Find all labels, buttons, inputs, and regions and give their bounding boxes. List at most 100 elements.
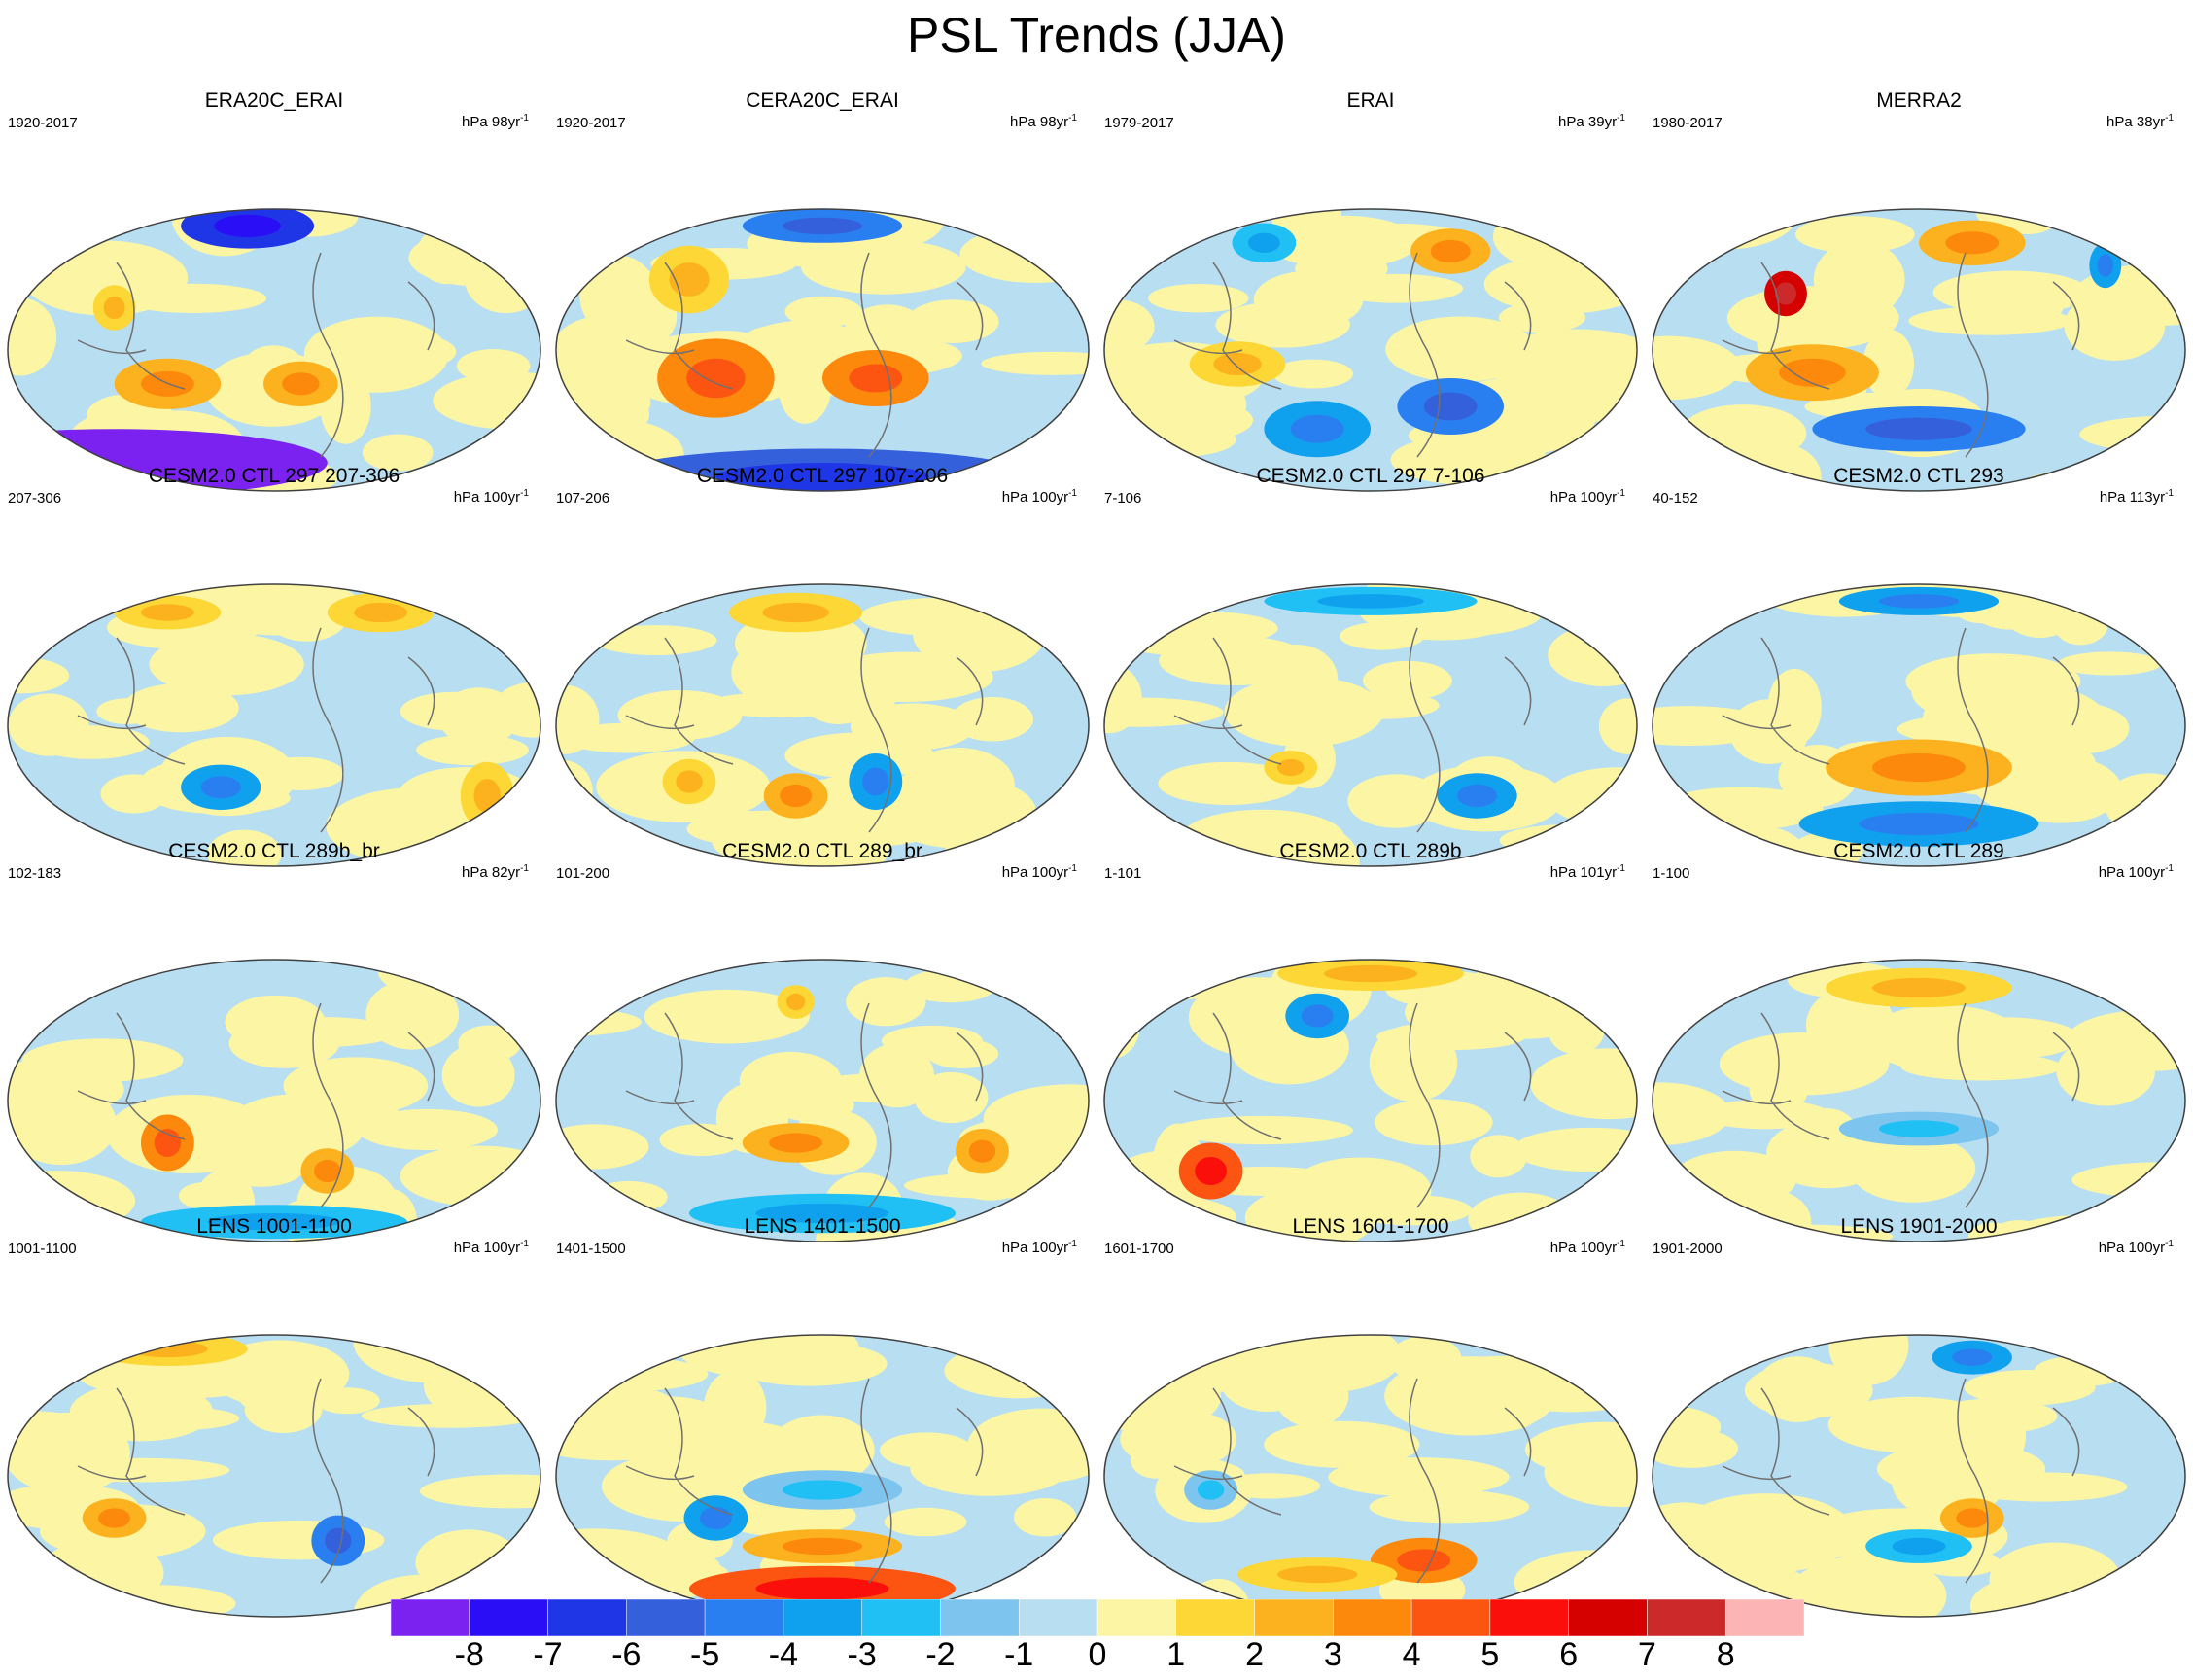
field-region xyxy=(862,767,889,796)
field-region xyxy=(1104,397,1254,444)
panel-units-exponent: -1 xyxy=(1617,488,1625,499)
panel-title: CERA20C_ERAI xyxy=(746,89,899,112)
field-region xyxy=(1653,1082,1731,1145)
field-region xyxy=(1301,1004,1334,1028)
coastline xyxy=(625,252,984,458)
coastline xyxy=(1173,627,1532,833)
panel-units-text: hPa 100yr xyxy=(2098,1240,2166,1256)
field-region xyxy=(768,1415,875,1485)
map-panel: CESM2.0 CTL 289 1-100 hPa 100yr-1 xyxy=(1645,838,2193,1246)
field-region xyxy=(556,684,600,754)
field-region xyxy=(468,584,540,615)
panel-years: 102-183 xyxy=(8,865,62,882)
map-panel: CESM2.0 CTL 289b_br 102-183 hPa 82yr-1 xyxy=(0,838,548,1246)
field-region xyxy=(400,691,509,731)
field-region xyxy=(579,255,658,337)
colorbar-tick-label: 2 xyxy=(1245,1636,1265,1673)
field-region xyxy=(686,358,746,399)
field-region xyxy=(225,995,326,1049)
field-region xyxy=(801,239,966,295)
field-region xyxy=(1264,1420,1420,1468)
field-region xyxy=(1148,283,1249,313)
field-region xyxy=(784,296,862,328)
panel-units-exponent: -1 xyxy=(2165,488,2174,499)
panel-years: 107-206 xyxy=(556,490,610,507)
panel-units-exponent: -1 xyxy=(2165,113,2174,123)
field-region xyxy=(1252,1335,1403,1393)
field-region xyxy=(1369,1489,1530,1524)
map-outline xyxy=(1103,583,1638,867)
panel-years: 1401-1500 xyxy=(556,1241,626,1257)
field-region xyxy=(1292,1335,1383,1356)
field-region xyxy=(944,1343,1089,1399)
field-region xyxy=(314,1159,341,1183)
field-region xyxy=(1892,1537,1946,1556)
field-region xyxy=(1862,329,1914,399)
field-region xyxy=(416,734,529,766)
map-outline xyxy=(555,208,1090,492)
page-title: PSL Trends (JJA) xyxy=(907,8,1286,62)
panel-years: 101-200 xyxy=(556,865,610,882)
panel-units-text: hPa 100yr xyxy=(1001,864,1069,881)
map-panel: CESM2.0 CTL 297 7-106 7-106 hPa 100yr-1 xyxy=(1096,463,1645,871)
field-region xyxy=(282,372,320,396)
field-region xyxy=(881,1025,983,1057)
panel-units-exponent: -1 xyxy=(1068,488,1077,499)
panel-title: LENS 1001-1100 xyxy=(196,1215,352,1238)
coastline xyxy=(625,1002,984,1208)
field-region xyxy=(122,682,239,733)
field-region xyxy=(880,1432,974,1469)
map-field xyxy=(1652,1334,2186,1618)
field-region xyxy=(1423,392,1478,421)
map-panel: MERRA2 1980-2017 hPa 38yr-1 xyxy=(1645,88,2193,496)
field-region xyxy=(755,1577,889,1600)
map-field xyxy=(7,959,541,1242)
field-region xyxy=(1328,1457,1510,1497)
map-panel: CERA20C_ERAI 1920-2017 hPa 98yr-1 xyxy=(548,88,1096,496)
field-region xyxy=(2097,254,2114,277)
panel-title: LENS 1601-1700 xyxy=(1292,1215,1449,1238)
panel-units-text: hPa 101yr xyxy=(1549,864,1618,881)
panel-units-text: hPa 82yr xyxy=(462,864,521,881)
field-region xyxy=(1284,832,1352,866)
colorbar-swatch xyxy=(1018,1599,1098,1636)
field-region xyxy=(780,784,813,808)
map-field xyxy=(555,1334,1090,1618)
field-region xyxy=(1272,359,1354,389)
field-region xyxy=(465,245,540,314)
panel-units-text: hPa 100yr xyxy=(453,1240,521,1256)
map-outline xyxy=(1652,1334,2186,1618)
map-panel: ERA20C_ERAI 1920-2017 hPa 98yr-1 xyxy=(0,88,548,496)
map-panel: LENS 1601-1700 1601-1700 hPa 100yr-1 xyxy=(1096,1213,1645,1622)
coastline xyxy=(77,627,435,833)
colorbar-tick-label: -3 xyxy=(847,1636,877,1673)
field-region xyxy=(1457,784,1498,808)
colorbar-swatch xyxy=(940,1599,1020,1636)
field-region xyxy=(1375,1099,1493,1146)
field-region xyxy=(655,1401,737,1461)
field-region xyxy=(903,1172,1078,1199)
panel-years: 207-306 xyxy=(8,490,62,507)
field-region xyxy=(283,1057,429,1115)
field-region xyxy=(1872,753,1966,782)
field-region xyxy=(981,351,1089,375)
field-region xyxy=(470,209,540,252)
panel-units: hPa 100yr-1 xyxy=(1002,488,1077,506)
colorbar-swatch xyxy=(704,1599,784,1636)
panel-units-text: hPa 38yr xyxy=(2106,114,2166,130)
field-region xyxy=(1749,1063,1809,1115)
field-region xyxy=(1653,335,1741,401)
panel-units-text: hPa 100yr xyxy=(1549,489,1618,506)
field-region xyxy=(912,594,1047,673)
panel-years: 1901-2000 xyxy=(1653,1241,1723,1257)
field-region xyxy=(1908,306,2072,335)
field-region xyxy=(1397,1549,1451,1572)
panel-units-exponent: -1 xyxy=(1068,863,1077,874)
panel-title: CESM2.0 CTL 297 107-206 xyxy=(696,465,949,487)
panel-title: CESM2.0 CTL 297 207-306 xyxy=(148,465,400,487)
field-region xyxy=(1213,352,1262,376)
field-region xyxy=(782,1480,863,1500)
panel-units: hPa 100yr-1 xyxy=(1550,1239,1625,1256)
panel-units: hPa 39yr-1 xyxy=(1558,113,1625,130)
field-region xyxy=(207,1213,341,1231)
